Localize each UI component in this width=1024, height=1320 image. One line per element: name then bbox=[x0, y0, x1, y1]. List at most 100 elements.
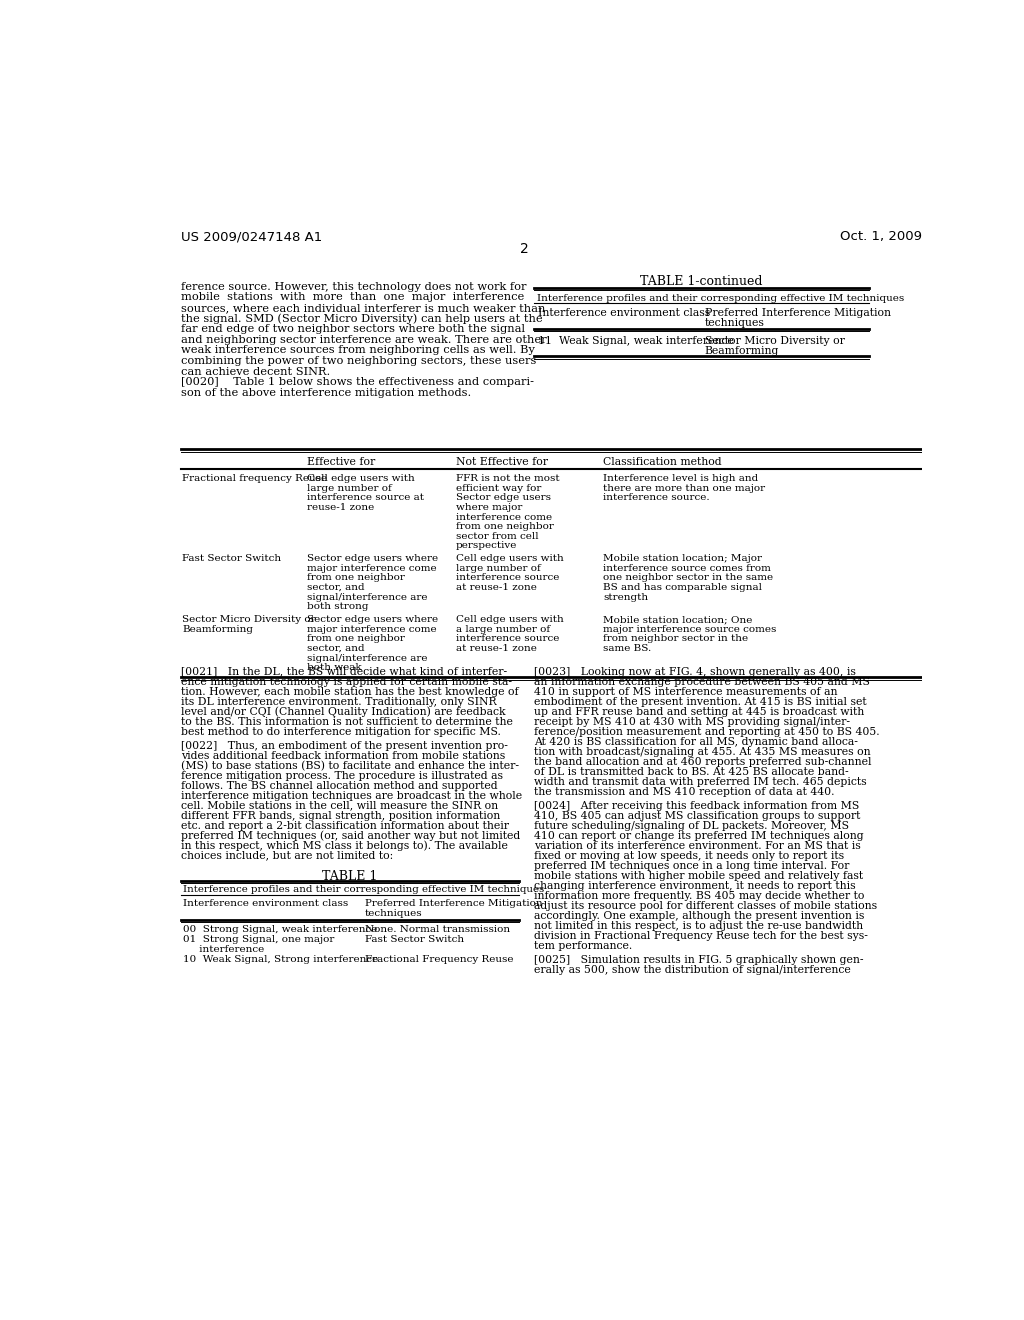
Text: interference source at: interference source at bbox=[307, 494, 424, 503]
Text: sector from cell: sector from cell bbox=[456, 532, 539, 541]
Text: Preferred Interference Mitigation: Preferred Interference Mitigation bbox=[705, 308, 891, 318]
Text: in this respect, which MS class it belongs to). The available: in this respect, which MS class it belon… bbox=[180, 841, 508, 851]
Text: where major: where major bbox=[456, 503, 522, 512]
Text: signal/interference are: signal/interference are bbox=[307, 653, 428, 663]
Text: sector, and: sector, and bbox=[307, 583, 365, 593]
Text: different FFR bands, signal strength, position information: different FFR bands, signal strength, po… bbox=[180, 810, 500, 821]
Text: strength: strength bbox=[603, 593, 648, 602]
Text: weak interference sources from neighboring cells as well. By: weak interference sources from neighbori… bbox=[180, 346, 535, 355]
Text: at reuse-1 zone: at reuse-1 zone bbox=[456, 583, 537, 593]
Text: Beamforming: Beamforming bbox=[705, 346, 779, 355]
Text: tion. However, each mobile station has the best knowledge of: tion. However, each mobile station has t… bbox=[180, 686, 518, 697]
Text: [0024]   After receiving this feedback information from MS: [0024] After receiving this feedback inf… bbox=[535, 800, 859, 810]
Text: combining the power of two neighboring sectors, these users: combining the power of two neighboring s… bbox=[180, 356, 537, 366]
Text: Oct. 1, 2009: Oct. 1, 2009 bbox=[840, 230, 922, 243]
Text: an information exchange procedure between BS 405 and MS: an information exchange procedure betwee… bbox=[535, 677, 870, 686]
Text: [0023]   Looking now at FIG. 4, shown generally as 400, is: [0023] Looking now at FIG. 4, shown gene… bbox=[535, 667, 856, 677]
Text: TABLE 1: TABLE 1 bbox=[323, 870, 378, 883]
Text: division in Fractional Frequency Reuse tech for the best sys-: division in Fractional Frequency Reuse t… bbox=[535, 931, 868, 941]
Text: At 420 is BS classification for all MS, dynamic band alloca-: At 420 is BS classification for all MS, … bbox=[535, 737, 858, 747]
Text: 2: 2 bbox=[520, 242, 529, 256]
Text: Mobile station location; One: Mobile station location; One bbox=[603, 615, 753, 624]
Text: US 2009/0247148 A1: US 2009/0247148 A1 bbox=[180, 230, 322, 243]
Text: 410 in support of MS interference measurements of an: 410 in support of MS interference measur… bbox=[535, 686, 838, 697]
Text: a large number of: a large number of bbox=[456, 624, 550, 634]
Text: embodiment of the present invention. At 415 is BS initial set: embodiment of the present invention. At … bbox=[535, 697, 866, 706]
Text: far end edge of two neighbor sectors where both the signal: far end edge of two neighbor sectors whe… bbox=[180, 325, 524, 334]
Text: [0020]    Table 1 below shows the effectiveness and compari-: [0020] Table 1 below shows the effective… bbox=[180, 378, 534, 387]
Text: interference source: interference source bbox=[456, 573, 559, 582]
Text: follows. The BS channel allocation method and supported: follows. The BS channel allocation metho… bbox=[180, 780, 498, 791]
Text: Fast Sector Switch: Fast Sector Switch bbox=[182, 554, 282, 564]
Text: best method to do interference mitigation for specific MS.: best method to do interference mitigatio… bbox=[180, 726, 501, 737]
Text: interference source: interference source bbox=[456, 635, 559, 643]
Text: [0025]   Simulation results in FIG. 5 graphically shown gen-: [0025] Simulation results in FIG. 5 grap… bbox=[535, 954, 863, 965]
Text: from neighbor sector in the: from neighbor sector in the bbox=[603, 635, 749, 643]
Text: son of the above interference mitigation methods.: son of the above interference mitigation… bbox=[180, 388, 471, 397]
Text: Fractional Frequency Reuse: Fractional Frequency Reuse bbox=[366, 956, 514, 965]
Text: same BS.: same BS. bbox=[603, 644, 651, 653]
Text: Sector edge users: Sector edge users bbox=[456, 494, 551, 503]
Text: up and FFR reuse band and setting at 445 is broadcast with: up and FFR reuse band and setting at 445… bbox=[535, 706, 864, 717]
Text: perspective: perspective bbox=[456, 541, 517, 550]
Text: 00  Strong Signal, weak interference: 00 Strong Signal, weak interference bbox=[183, 925, 378, 935]
Text: 11  Weak Signal, weak interference: 11 Weak Signal, weak interference bbox=[538, 335, 734, 346]
Text: fixed or moving at low speeds, it needs only to report its: fixed or moving at low speeds, it needs … bbox=[535, 850, 844, 861]
Text: mobile  stations  with  more  than  one  major  interference: mobile stations with more than one major… bbox=[180, 292, 524, 302]
Text: ence mitigation technology is applied for certain mobile sta-: ence mitigation technology is applied fo… bbox=[180, 677, 512, 686]
Text: BS and has comparable signal: BS and has comparable signal bbox=[603, 583, 762, 593]
Text: (MS) to base stations (BS) to facilitate and enhance the inter-: (MS) to base stations (BS) to facilitate… bbox=[180, 760, 519, 771]
Text: not limited in this respect, is to adjust the re-use bandwidth: not limited in this respect, is to adjus… bbox=[535, 921, 863, 931]
Text: accordingly. One example, although the present invention is: accordingly. One example, although the p… bbox=[535, 911, 864, 920]
Text: changing interference environment, it needs to report this: changing interference environment, it ne… bbox=[535, 880, 856, 891]
Text: Interference profiles and their corresponding effective IM techniques: Interference profiles and their correspo… bbox=[183, 886, 545, 894]
Text: can achieve decent SINR.: can achieve decent SINR. bbox=[180, 367, 330, 376]
Text: Cell edge users with: Cell edge users with bbox=[456, 615, 563, 624]
Text: 10  Weak Signal, Strong interference: 10 Weak Signal, Strong interference bbox=[183, 956, 378, 965]
Text: signal/interference are: signal/interference are bbox=[307, 593, 428, 602]
Text: large number of: large number of bbox=[456, 564, 541, 573]
Text: the band allocation and at 460 reports preferred sub-channel: the band allocation and at 460 reports p… bbox=[535, 756, 871, 767]
Text: the transmission and MS 410 reception of data at 440.: the transmission and MS 410 reception of… bbox=[535, 787, 835, 797]
Text: from one neighbor: from one neighbor bbox=[307, 573, 404, 582]
Text: interference source comes from: interference source comes from bbox=[603, 564, 771, 573]
Text: Cell edge users with: Cell edge users with bbox=[307, 474, 415, 483]
Text: ference mitigation process. The procedure is illustrated as: ference mitigation process. The procedur… bbox=[180, 771, 503, 780]
Text: choices include, but are not limited to:: choices include, but are not limited to: bbox=[180, 850, 393, 861]
Text: 410, BS 405 can adjust MS classification groups to support: 410, BS 405 can adjust MS classification… bbox=[535, 810, 860, 821]
Text: Effective for: Effective for bbox=[307, 457, 375, 467]
Text: Interference environment class: Interference environment class bbox=[538, 308, 711, 318]
Text: of DL is transmitted back to BS. At 425 BS allocate band-: of DL is transmitted back to BS. At 425 … bbox=[535, 767, 849, 776]
Text: tem performance.: tem performance. bbox=[535, 941, 633, 950]
Text: variation of its interference environment. For an MS that is: variation of its interference environmen… bbox=[535, 841, 861, 850]
Text: sources, where each individual interferer is much weaker than: sources, where each individual interfere… bbox=[180, 302, 545, 313]
Text: width and transmit data with preferred IM tech. 465 depicts: width and transmit data with preferred I… bbox=[535, 776, 866, 787]
Text: future scheduling/signaling of DL packets. Moreover, MS: future scheduling/signaling of DL packet… bbox=[535, 821, 849, 830]
Text: Sector edge users where: Sector edge users where bbox=[307, 615, 438, 624]
Text: its DL interference environment. Traditionally, only SINR: its DL interference environment. Traditi… bbox=[180, 697, 497, 706]
Text: interference mitigation techniques are broadcast in the whole: interference mitigation techniques are b… bbox=[180, 791, 522, 800]
Text: to the BS. This information is not sufficient to determine the: to the BS. This information is not suffi… bbox=[180, 717, 513, 726]
Text: Mobile station location; Major: Mobile station location; Major bbox=[603, 554, 762, 564]
Text: information more frequently. BS 405 may decide whether to: information more frequently. BS 405 may … bbox=[535, 891, 864, 900]
Text: Interference level is high and: Interference level is high and bbox=[603, 474, 759, 483]
Text: major interference source comes: major interference source comes bbox=[603, 624, 776, 634]
Text: Sector Micro Diversity or: Sector Micro Diversity or bbox=[705, 335, 845, 346]
Text: Fractional frequency Reuse: Fractional frequency Reuse bbox=[182, 474, 328, 483]
Text: both strong: both strong bbox=[307, 602, 369, 611]
Text: there are more than one major: there are more than one major bbox=[603, 483, 765, 492]
Text: receipt by MS 410 at 430 with MS providing signal/inter-: receipt by MS 410 at 430 with MS providi… bbox=[535, 717, 850, 726]
Text: major interference come: major interference come bbox=[307, 624, 436, 634]
Text: Not Effective for: Not Effective for bbox=[456, 457, 548, 467]
Text: preferred IM techniques (or, said another way but not limited: preferred IM techniques (or, said anothe… bbox=[180, 830, 520, 841]
Text: reuse-1 zone: reuse-1 zone bbox=[307, 503, 375, 512]
Text: Fast Sector Switch: Fast Sector Switch bbox=[366, 936, 464, 944]
Text: Sector edge users where: Sector edge users where bbox=[307, 554, 438, 564]
Text: erally as 500, show the distribution of signal/interference: erally as 500, show the distribution of … bbox=[535, 965, 851, 974]
Text: Interference environment class: Interference environment class bbox=[183, 899, 348, 908]
Text: ference source. However, this technology does not work for: ference source. However, this technology… bbox=[180, 281, 526, 292]
Text: tion with broadcast/signaling at 455. At 435 MS measures on: tion with broadcast/signaling at 455. At… bbox=[535, 747, 870, 756]
Text: techniques: techniques bbox=[705, 318, 765, 327]
Text: Sector Micro Diversity or: Sector Micro Diversity or bbox=[182, 615, 315, 624]
Text: preferred IM techniques once in a long time interval. For: preferred IM techniques once in a long t… bbox=[535, 861, 850, 871]
